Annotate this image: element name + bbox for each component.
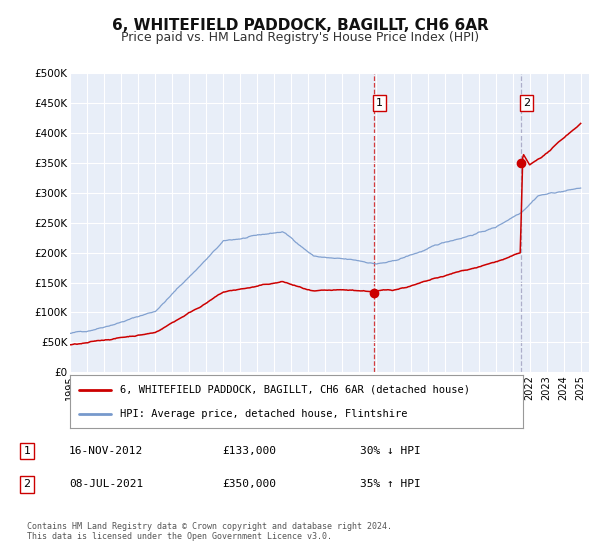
Text: 2: 2	[523, 98, 530, 108]
Text: 1: 1	[23, 446, 31, 456]
Text: 6, WHITEFIELD PADDOCK, BAGILLT, CH6 6AR (detached house): 6, WHITEFIELD PADDOCK, BAGILLT, CH6 6AR …	[120, 385, 470, 395]
Text: HPI: Average price, detached house, Flintshire: HPI: Average price, detached house, Flin…	[120, 409, 407, 419]
Text: 08-JUL-2021: 08-JUL-2021	[69, 479, 143, 489]
Text: Price paid vs. HM Land Registry's House Price Index (HPI): Price paid vs. HM Land Registry's House …	[121, 31, 479, 44]
Text: 1: 1	[376, 98, 383, 108]
Text: 2: 2	[23, 479, 31, 489]
Text: 6, WHITEFIELD PADDOCK, BAGILLT, CH6 6AR: 6, WHITEFIELD PADDOCK, BAGILLT, CH6 6AR	[112, 18, 488, 33]
Text: 16-NOV-2012: 16-NOV-2012	[69, 446, 143, 456]
Text: £350,000: £350,000	[222, 479, 276, 489]
Text: 30% ↓ HPI: 30% ↓ HPI	[360, 446, 421, 456]
Text: 35% ↑ HPI: 35% ↑ HPI	[360, 479, 421, 489]
Text: Contains HM Land Registry data © Crown copyright and database right 2024.: Contains HM Land Registry data © Crown c…	[27, 522, 392, 531]
Text: £133,000: £133,000	[222, 446, 276, 456]
Text: This data is licensed under the Open Government Licence v3.0.: This data is licensed under the Open Gov…	[27, 532, 332, 541]
